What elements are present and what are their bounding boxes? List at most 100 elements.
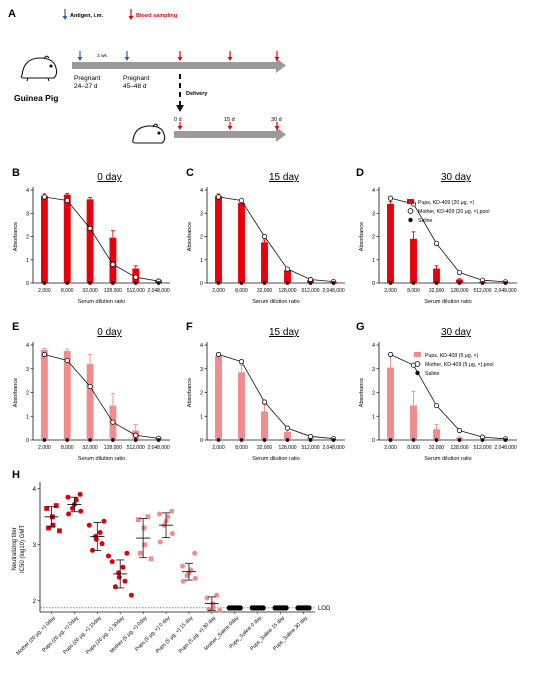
panel-e-saline-point — [156, 438, 161, 442]
legend-row1-saline-marker — [408, 217, 413, 223]
panel-h-y-tick-label: 2 — [33, 599, 37, 605]
panel-h-lod-label: LOD — [318, 606, 331, 612]
panel-c-saline-point — [239, 281, 244, 285]
panel-f-chart: F 15 day 0 1 2 3 4 Absorbance Serum dilution rat… — [186, 321, 345, 462]
panel-d-y-label: Absorbance — [359, 222, 365, 251]
panel-d-x-tick-label: 512,000 — [473, 288, 491, 294]
blood-arrows-mother — [177, 51, 280, 61]
panel-f-x-tick-label: 512,000 — [301, 445, 319, 451]
panel-h-label: H — [12, 469, 20, 481]
panel-b-bar — [109, 237, 117, 283]
panel-c-saline-point — [262, 281, 267, 285]
legend-row1: Pups, KD-409 (20 μg, ×) Mother, KD-409 (… — [407, 199, 489, 224]
panel-g-x-tick-label: 8,000 — [407, 445, 420, 451]
panel-g-x-tick-label: 128,000 — [450, 445, 468, 451]
panel-c-x-tick-label: 128,000 — [278, 288, 296, 294]
panel-h-y-label: Neutralizing titer — [12, 527, 18, 570]
panel-h-square-point — [142, 542, 148, 548]
panel-g-title: 30 day — [441, 327, 471, 338]
panel-g-y-label: Absorbance — [359, 378, 365, 407]
blood-arrow-head — [128, 16, 134, 20]
panel-c-bar — [238, 202, 245, 283]
panel-c-mother-point — [215, 194, 222, 200]
panel-h-circle-point — [89, 547, 95, 553]
legend-row1-pups-swatch — [407, 199, 414, 204]
panel-e-y-tick-label: 3 — [26, 367, 29, 373]
panel-b-y-tick-label: 2 — [26, 235, 29, 241]
panel-h-circle-point — [78, 508, 84, 514]
panel-g-mother-line — [390, 354, 506, 440]
panel-h-square-point — [57, 528, 62, 534]
panel-h-circle-point — [116, 574, 122, 580]
panel-f-bar — [261, 411, 268, 440]
panel-c-bar — [215, 195, 222, 283]
panel-e-chart: E 0 day 0 1 2 3 4 Absorbance Serum dilution rati… — [12, 321, 170, 462]
panel-g-mother-point — [456, 427, 463, 434]
panel-h-square-point — [141, 525, 147, 531]
pup-timeline-arrowhead — [276, 127, 286, 142]
delivery-arrow-head — [176, 105, 184, 112]
panel-d-label: D — [356, 167, 364, 179]
panel-h-circle-point — [157, 539, 163, 545]
panel-b-saline-point — [65, 281, 70, 285]
panel-h-circle-point — [122, 578, 128, 584]
panel-c-saline-point — [285, 281, 290, 285]
panel-b-x-tick-label: 128,000 — [104, 288, 122, 294]
guinea-pig-icon — [20, 55, 58, 82]
panel-f-x-tick-label: 2,000 — [212, 445, 225, 451]
panel-e-x-tick-label: 2,048,000 — [147, 445, 169, 451]
panel-c-y-tick-label: 2 — [200, 235, 203, 241]
interval-label: 3 wk — [97, 53, 107, 59]
panel-e-saline-point — [42, 438, 47, 442]
guinea-pig-label: Guinea Pig — [14, 93, 58, 103]
panel-d-mother-point — [456, 269, 463, 276]
panel-e-label: E — [12, 321, 19, 333]
panel-f-title: 15 day — [269, 327, 299, 338]
panel-b-x-label: Serum dilution ratio — [78, 299, 125, 305]
panel-f-y-tick-label: 1 — [200, 414, 203, 420]
panel-c-x-tick-label: 32,000 — [257, 288, 273, 294]
panel-b-x-tick-label: 32,000 — [82, 288, 98, 294]
panel-f-mother-point — [261, 399, 268, 405]
panel-f-mother-point — [238, 359, 245, 365]
panel-d-mother-point — [433, 240, 440, 247]
panel-h-circle-point — [105, 553, 111, 559]
panel-e-mother-point — [87, 383, 93, 390]
panel-g-saline-point — [457, 438, 462, 442]
panel-c-saline-point — [308, 281, 313, 285]
panel-b-y-label: Absorbance — [13, 222, 19, 251]
panel-b-title: 0 day — [97, 172, 121, 183]
delivery-label: Delivery — [186, 91, 208, 97]
panel-f-y-label: Absorbance — [187, 378, 193, 407]
panel-f-x-label: Serum dilution ratio — [252, 456, 299, 462]
panel-b-y-tick-label: 3 — [26, 211, 29, 217]
panel-f-saline-point — [331, 438, 336, 442]
panel-e-title: 0 day — [97, 327, 121, 338]
panel-h-square-point — [137, 550, 143, 556]
panel-h-saline-point — [306, 605, 312, 611]
pup-icon — [132, 123, 166, 144]
panel-b-saline-point — [111, 281, 115, 285]
panel-e-mother-point — [133, 432, 139, 438]
legend-row2-mother: Mother, KD-409 (5 μg, ×),pool — [425, 362, 494, 368]
panel-b-x-tick-label: 2,048,000 — [147, 288, 169, 294]
panel-b-x-tick-label: 8,000 — [61, 288, 74, 294]
panel-d-saline-point — [434, 281, 439, 285]
pup-day-0: 0 d — [174, 117, 182, 123]
panel-g-bar — [410, 405, 417, 440]
panel-b-mother-point — [110, 261, 116, 267]
panel-f-saline-point — [262, 438, 267, 442]
panel-c-bar — [284, 270, 291, 283]
pup-day-30: 30 d — [271, 117, 282, 123]
panel-f-x-tick-label: 8,000 — [235, 445, 248, 451]
panel-e-mother-point — [64, 357, 70, 364]
panel-h-square-point — [135, 517, 141, 522]
panel-g-x-tick-label: 512,000 — [473, 445, 491, 451]
panel-h-circle-point — [206, 606, 212, 612]
panel-d-saline-point — [388, 281, 393, 285]
panel-e-bar — [86, 364, 94, 440]
panel-h-circle-point — [124, 550, 130, 556]
legend-row2-saline-marker — [415, 370, 420, 376]
mother-timeline-bar — [72, 62, 277, 69]
